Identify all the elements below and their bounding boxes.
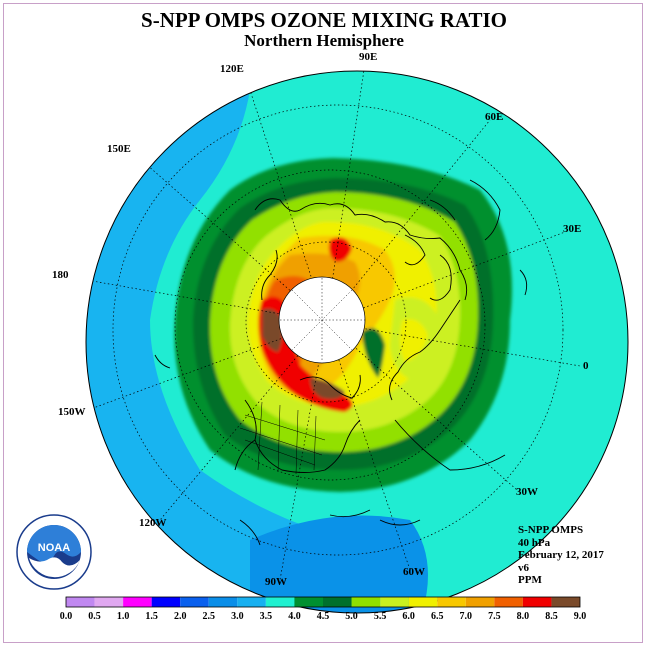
colorbar-tick-label: 0.5 <box>88 611 101 622</box>
colorbar-swatch <box>494 597 523 607</box>
lon-label-150e: 150E <box>107 143 131 155</box>
noaa-logo-icon: NOAA <box>16 514 92 590</box>
colorbar-swatch <box>323 597 352 607</box>
lon-label-150w: 150W <box>58 406 86 418</box>
info-units: PPM <box>518 574 542 586</box>
colorbar-swatch <box>94 597 124 607</box>
lon-label-120w: 120W <box>139 517 167 529</box>
colorbar-swatch <box>237 597 266 607</box>
lon-label-60e: 60E <box>485 111 504 123</box>
colorbar-swatch <box>265 597 295 607</box>
colorbar-tick-label: 1.0 <box>117 611 130 622</box>
colorbar-tick-label: 9.0 <box>574 611 587 622</box>
colorbar-outline <box>65 596 581 608</box>
colorbar-tick-label: 6.5 <box>431 611 444 622</box>
colorbar-tick-label: 8.5 <box>545 611 558 622</box>
colorbar-swatch <box>465 597 495 607</box>
lon-label-60w: 60W <box>403 566 425 578</box>
colorbar-tick-label: 3.0 <box>231 611 244 622</box>
colorbar-tick-label: 5.0 <box>345 611 358 622</box>
map-title: S-NPP OMPS OZONE MIXING RATIO <box>141 8 507 32</box>
noaa-logo-text: NOAA <box>38 542 70 554</box>
lon-label-120e: 120E <box>220 63 244 75</box>
colorbar-tick-label: 2.0 <box>174 611 187 622</box>
colorbar: 0.0 0.5 1.0 1.5 2.0 2.5 3.0 3.5 4.0 4.5 5.0 5.5 6.0 6… <box>60 596 587 622</box>
info-date: February 12, 2017 <box>518 549 604 561</box>
colorbar-tick-label: 7.0 <box>460 611 473 622</box>
colorbar-tick-label: 2.5 <box>203 611 216 622</box>
colorbar-tick-label: 7.5 <box>488 611 501 622</box>
colorbar-swatch <box>294 597 323 607</box>
info-instrument: S-NPP OMPS <box>518 524 584 536</box>
colorbar-tick-label: 3.5 <box>260 611 273 622</box>
info-block: S-NPP OMPS 40 hPa February 12, 2017 v6 P… <box>518 524 604 587</box>
info-version: v6 <box>518 561 529 574</box>
colorbar-tick-label: 5.5 <box>374 611 387 622</box>
colorbar-tick-label: 6.0 <box>402 611 415 622</box>
colorbar-swatch <box>66 597 95 607</box>
colorbar-swatch <box>351 597 381 607</box>
colorbar-tick-label: 1.5 <box>145 611 158 622</box>
lon-label-90e: 90E <box>359 51 378 63</box>
colorbar-swatch <box>123 597 152 607</box>
lon-label-30e: 30E <box>563 223 582 235</box>
colorbar-tick-label: 8.0 <box>517 611 530 622</box>
lon-label-180: 180 <box>52 269 69 281</box>
colorbar-tick-label: 4.0 <box>288 611 301 622</box>
colorbar-swatch <box>437 597 466 607</box>
colorbar-tick-label: 4.5 <box>317 611 330 622</box>
colorbar-swatch <box>380 597 409 607</box>
colorbar-tick-label: 0.0 <box>60 611 73 622</box>
colorbar-swatch <box>180 597 209 607</box>
map-subtitle: Northern Hemisphere <box>244 31 404 50</box>
info-level: 40 hPa <box>518 536 551 549</box>
lon-label-90w: 90W <box>265 576 287 588</box>
lon-label-30w: 30W <box>516 486 538 498</box>
lon-label-0: 0 <box>583 360 589 372</box>
map-frame <box>3 3 643 643</box>
colorbar-swatch <box>151 597 181 607</box>
colorbar-swatch <box>551 597 580 607</box>
colorbar-swatch <box>208 597 238 607</box>
colorbar-swatch <box>522 597 552 607</box>
colorbar-swatch <box>408 597 438 607</box>
